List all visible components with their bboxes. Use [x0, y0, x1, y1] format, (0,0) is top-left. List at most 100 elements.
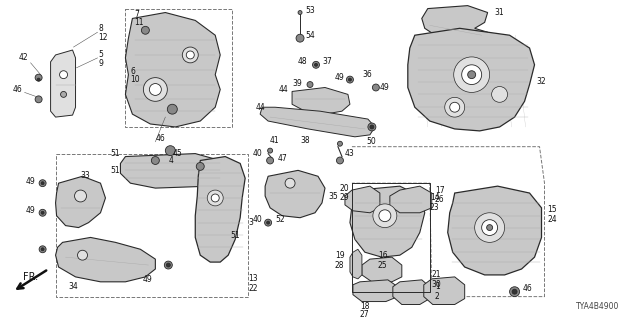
Text: 52: 52: [275, 215, 285, 224]
Circle shape: [61, 92, 67, 97]
Circle shape: [268, 148, 273, 153]
Circle shape: [35, 96, 42, 103]
Text: 46: 46: [13, 85, 22, 94]
Text: 11: 11: [134, 18, 144, 27]
Circle shape: [482, 220, 498, 236]
Circle shape: [468, 71, 476, 79]
Polygon shape: [260, 107, 375, 137]
Text: 5: 5: [99, 51, 103, 60]
Text: 7: 7: [134, 10, 140, 19]
Text: 15: 15: [547, 205, 557, 214]
Circle shape: [207, 190, 223, 206]
Text: 42: 42: [19, 53, 28, 62]
Text: 32: 32: [536, 77, 546, 86]
Text: TYA4B4900: TYA4B4900: [576, 302, 620, 311]
Text: 49: 49: [380, 83, 390, 92]
Text: 9: 9: [99, 59, 103, 68]
Text: 43: 43: [345, 149, 355, 158]
Polygon shape: [424, 277, 465, 305]
Text: 2: 2: [435, 292, 440, 301]
Circle shape: [39, 246, 46, 253]
Circle shape: [486, 225, 493, 230]
Circle shape: [337, 157, 344, 164]
Circle shape: [296, 34, 304, 42]
Polygon shape: [362, 257, 402, 282]
Circle shape: [39, 180, 46, 187]
Circle shape: [307, 82, 313, 87]
Text: 33: 33: [81, 171, 90, 180]
Circle shape: [370, 125, 374, 129]
Text: 28: 28: [335, 260, 344, 269]
Text: 13: 13: [248, 274, 258, 284]
Text: 46: 46: [522, 284, 532, 293]
Text: 35: 35: [328, 191, 338, 201]
Text: 21: 21: [432, 270, 441, 279]
Circle shape: [167, 104, 177, 114]
Circle shape: [372, 84, 380, 91]
Text: 17: 17: [435, 186, 444, 195]
Polygon shape: [56, 176, 106, 228]
Circle shape: [346, 76, 353, 83]
Polygon shape: [292, 87, 350, 114]
Circle shape: [196, 163, 204, 170]
Text: 53: 53: [305, 6, 315, 15]
Circle shape: [211, 194, 220, 202]
Text: 34: 34: [68, 282, 78, 291]
Polygon shape: [350, 249, 362, 279]
Polygon shape: [265, 170, 325, 218]
Circle shape: [450, 102, 460, 112]
Circle shape: [285, 178, 295, 188]
Text: 50: 50: [366, 137, 376, 146]
Circle shape: [37, 78, 40, 81]
Circle shape: [264, 219, 271, 226]
Text: 44: 44: [279, 85, 289, 94]
Text: 16: 16: [378, 251, 387, 260]
Text: 49: 49: [335, 73, 345, 82]
Text: 54: 54: [305, 31, 315, 40]
Circle shape: [267, 221, 269, 224]
Text: 18: 18: [360, 302, 369, 311]
Polygon shape: [195, 156, 245, 262]
Polygon shape: [390, 186, 432, 213]
Text: 27: 27: [360, 310, 369, 319]
Circle shape: [337, 141, 342, 146]
Circle shape: [149, 84, 161, 95]
Circle shape: [267, 157, 274, 164]
Text: 51: 51: [111, 166, 120, 175]
Text: 24: 24: [547, 215, 557, 224]
Circle shape: [373, 204, 397, 228]
Polygon shape: [422, 6, 490, 48]
Circle shape: [152, 156, 159, 164]
Polygon shape: [353, 280, 398, 301]
Circle shape: [445, 97, 465, 117]
Circle shape: [60, 71, 68, 79]
Text: 14: 14: [430, 194, 440, 203]
Circle shape: [461, 65, 482, 84]
Text: 23: 23: [430, 203, 440, 212]
Text: 40: 40: [252, 215, 262, 224]
Polygon shape: [350, 186, 425, 257]
Text: 44: 44: [255, 103, 265, 112]
Circle shape: [509, 287, 520, 297]
Text: 47: 47: [278, 154, 288, 163]
Text: 8: 8: [99, 24, 103, 33]
Circle shape: [39, 209, 46, 216]
Circle shape: [379, 210, 391, 222]
Circle shape: [186, 51, 195, 59]
Polygon shape: [408, 28, 534, 131]
Circle shape: [475, 213, 504, 242]
Text: 12: 12: [99, 33, 108, 42]
Circle shape: [143, 78, 167, 101]
Circle shape: [492, 86, 508, 102]
Circle shape: [41, 211, 44, 214]
Circle shape: [512, 289, 517, 294]
Polygon shape: [125, 12, 220, 127]
Polygon shape: [56, 237, 156, 282]
Text: 51: 51: [230, 231, 240, 240]
Text: 48: 48: [298, 57, 308, 66]
Text: 41: 41: [270, 136, 280, 145]
Text: 29: 29: [340, 194, 349, 203]
Text: 37: 37: [322, 57, 332, 66]
Circle shape: [77, 250, 88, 260]
Text: 45: 45: [172, 149, 182, 158]
